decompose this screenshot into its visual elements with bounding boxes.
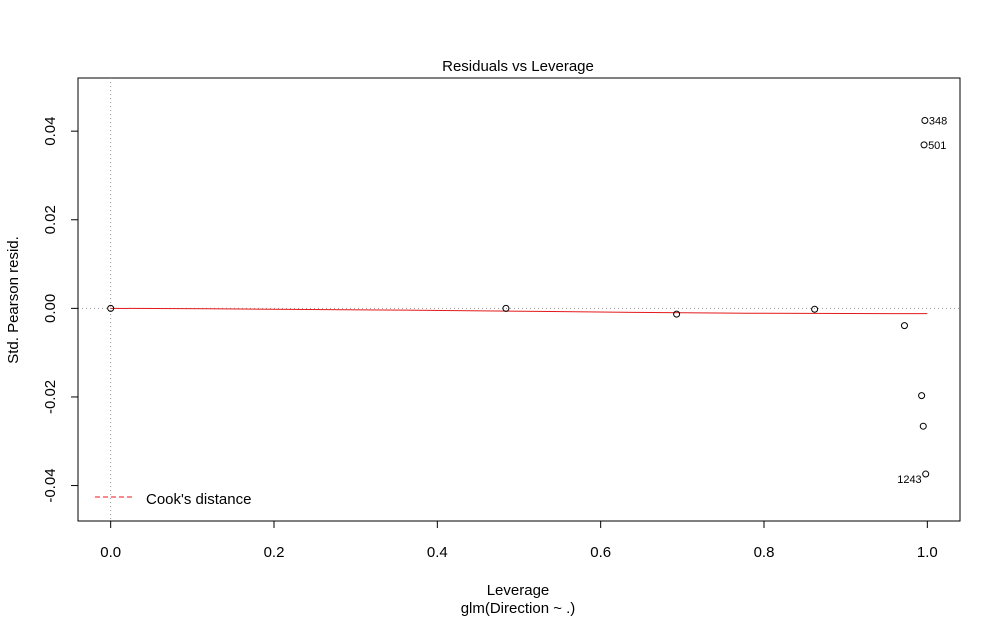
smooth-line xyxy=(110,307,928,315)
data-point xyxy=(921,117,929,125)
point-labels: 348 501 1243 xyxy=(897,116,947,487)
x-axis-tick-label: 0.0 xyxy=(100,544,121,561)
y-axis: -0.04 -0.02 0.00 0.02 0.04 xyxy=(42,117,79,503)
data-point xyxy=(900,322,908,330)
x-axis-sublabel: glm(Direction ~ .) xyxy=(461,600,576,617)
data-point xyxy=(918,392,926,400)
x-axis-tick-label: 0.6 xyxy=(590,544,611,561)
data-point xyxy=(502,304,510,312)
y-axis-label: Std. Pearson resid. xyxy=(5,236,22,364)
x-axis-tick-label: 0.2 xyxy=(264,544,285,561)
y-axis-tick-label: -0.02 xyxy=(42,380,59,414)
chart-title: Residuals vs Leverage xyxy=(442,58,594,75)
point-label: 501 xyxy=(928,140,946,152)
data-point xyxy=(811,305,819,313)
legend: Cook's distance xyxy=(95,491,251,508)
y-axis-tick-label: 0.00 xyxy=(42,294,59,323)
y-axis-tick-label: 0.04 xyxy=(42,117,59,146)
y-axis-tick-label: 0.02 xyxy=(42,205,59,234)
x-axis-tick-label: 0.4 xyxy=(427,544,448,561)
data-points xyxy=(107,117,930,478)
data-point xyxy=(919,422,927,430)
x-axis-label: Leverage xyxy=(487,582,550,599)
reference-lines xyxy=(78,78,960,521)
data-point xyxy=(920,141,928,149)
y-axis-tick-label: -0.04 xyxy=(42,468,59,502)
smooth-trend-line xyxy=(110,307,928,315)
point-label: 1243 xyxy=(897,474,921,486)
x-axis-tick-label: 0.8 xyxy=(754,544,775,561)
data-point xyxy=(673,310,681,318)
plot-frame xyxy=(77,77,961,522)
data-point xyxy=(922,470,930,478)
point-label: 348 xyxy=(929,116,947,128)
x-axis: 0.0 0.2 0.4 0.6 0.8 1.0 xyxy=(100,520,938,561)
legend-label-cooks-distance: Cook's distance xyxy=(146,491,251,508)
data-point xyxy=(107,304,115,312)
x-axis-tick-label: 1.0 xyxy=(917,544,938,561)
